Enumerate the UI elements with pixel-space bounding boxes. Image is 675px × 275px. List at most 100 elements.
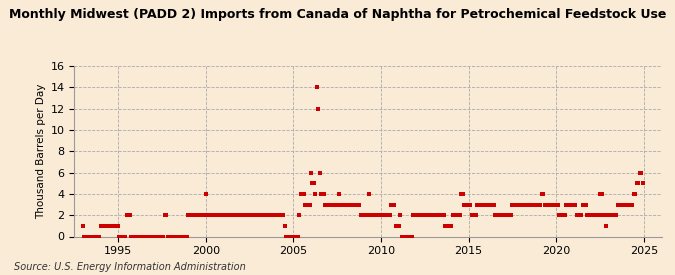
Point xyxy=(325,202,335,207)
Point xyxy=(612,202,623,207)
Point xyxy=(563,202,574,207)
Point xyxy=(373,213,383,217)
Point xyxy=(323,202,334,207)
Point xyxy=(192,213,202,217)
Point xyxy=(254,213,265,217)
Point xyxy=(206,213,217,217)
Point xyxy=(535,202,545,207)
Point xyxy=(421,213,431,217)
Point xyxy=(279,224,290,228)
Point xyxy=(90,234,101,239)
Point xyxy=(164,234,175,239)
Point xyxy=(543,202,554,207)
Point xyxy=(248,213,259,217)
Point xyxy=(80,234,91,239)
Point xyxy=(596,192,607,196)
Point xyxy=(350,202,360,207)
Point xyxy=(241,213,252,217)
Point xyxy=(580,202,591,207)
Point xyxy=(637,181,648,185)
Point xyxy=(531,202,541,207)
Point xyxy=(230,213,240,217)
Point xyxy=(221,213,232,217)
Point xyxy=(104,224,115,228)
Point xyxy=(522,202,533,207)
Point xyxy=(165,234,176,239)
Point xyxy=(440,224,451,228)
Point xyxy=(379,213,389,217)
Point xyxy=(463,202,474,207)
Point xyxy=(196,213,207,217)
Point xyxy=(294,213,304,217)
Point xyxy=(352,202,363,207)
Point xyxy=(114,234,125,239)
Point xyxy=(472,202,483,207)
Point xyxy=(308,181,319,185)
Point xyxy=(306,170,317,175)
Point xyxy=(494,213,505,217)
Point xyxy=(408,213,418,217)
Point xyxy=(498,213,509,217)
Point xyxy=(578,202,589,207)
Point xyxy=(568,202,579,207)
Point xyxy=(507,202,518,207)
Point xyxy=(549,202,560,207)
Point xyxy=(370,213,381,217)
Point xyxy=(326,202,337,207)
Point xyxy=(485,202,496,207)
Point xyxy=(489,213,500,217)
Point xyxy=(259,213,269,217)
Point xyxy=(86,234,97,239)
Point xyxy=(371,213,382,217)
Point xyxy=(247,213,258,217)
Point xyxy=(95,224,106,228)
Point xyxy=(572,213,583,217)
Point xyxy=(213,213,224,217)
Point xyxy=(583,213,594,217)
Point xyxy=(321,202,332,207)
Point xyxy=(153,234,164,239)
Point xyxy=(205,213,215,217)
Point xyxy=(199,213,210,217)
Point xyxy=(118,234,129,239)
Point xyxy=(464,202,475,207)
Point xyxy=(133,234,144,239)
Point xyxy=(284,234,294,239)
Point xyxy=(502,213,512,217)
Point xyxy=(316,192,327,196)
Point xyxy=(524,202,535,207)
Point xyxy=(365,213,376,217)
Point xyxy=(218,213,229,217)
Point xyxy=(282,234,293,239)
Point xyxy=(410,213,421,217)
Point xyxy=(320,202,331,207)
Point xyxy=(452,213,462,217)
Point xyxy=(208,213,219,217)
Point xyxy=(574,213,585,217)
Point xyxy=(573,213,584,217)
Point xyxy=(273,213,284,217)
Point xyxy=(271,213,281,217)
Point xyxy=(423,213,433,217)
Point xyxy=(504,213,515,217)
Point xyxy=(602,213,613,217)
Point xyxy=(405,234,416,239)
Point xyxy=(603,213,614,217)
Point xyxy=(123,213,134,217)
Point xyxy=(355,213,366,217)
Point xyxy=(288,234,299,239)
Point xyxy=(234,213,245,217)
Point xyxy=(134,234,145,239)
Point xyxy=(113,224,124,228)
Point xyxy=(586,213,597,217)
Point xyxy=(222,213,233,217)
Point xyxy=(261,213,271,217)
Point xyxy=(456,192,466,196)
Point xyxy=(231,213,242,217)
Point xyxy=(339,202,350,207)
Point xyxy=(262,213,273,217)
Point xyxy=(500,213,510,217)
Point xyxy=(315,170,325,175)
Point xyxy=(475,202,486,207)
Point xyxy=(346,202,357,207)
